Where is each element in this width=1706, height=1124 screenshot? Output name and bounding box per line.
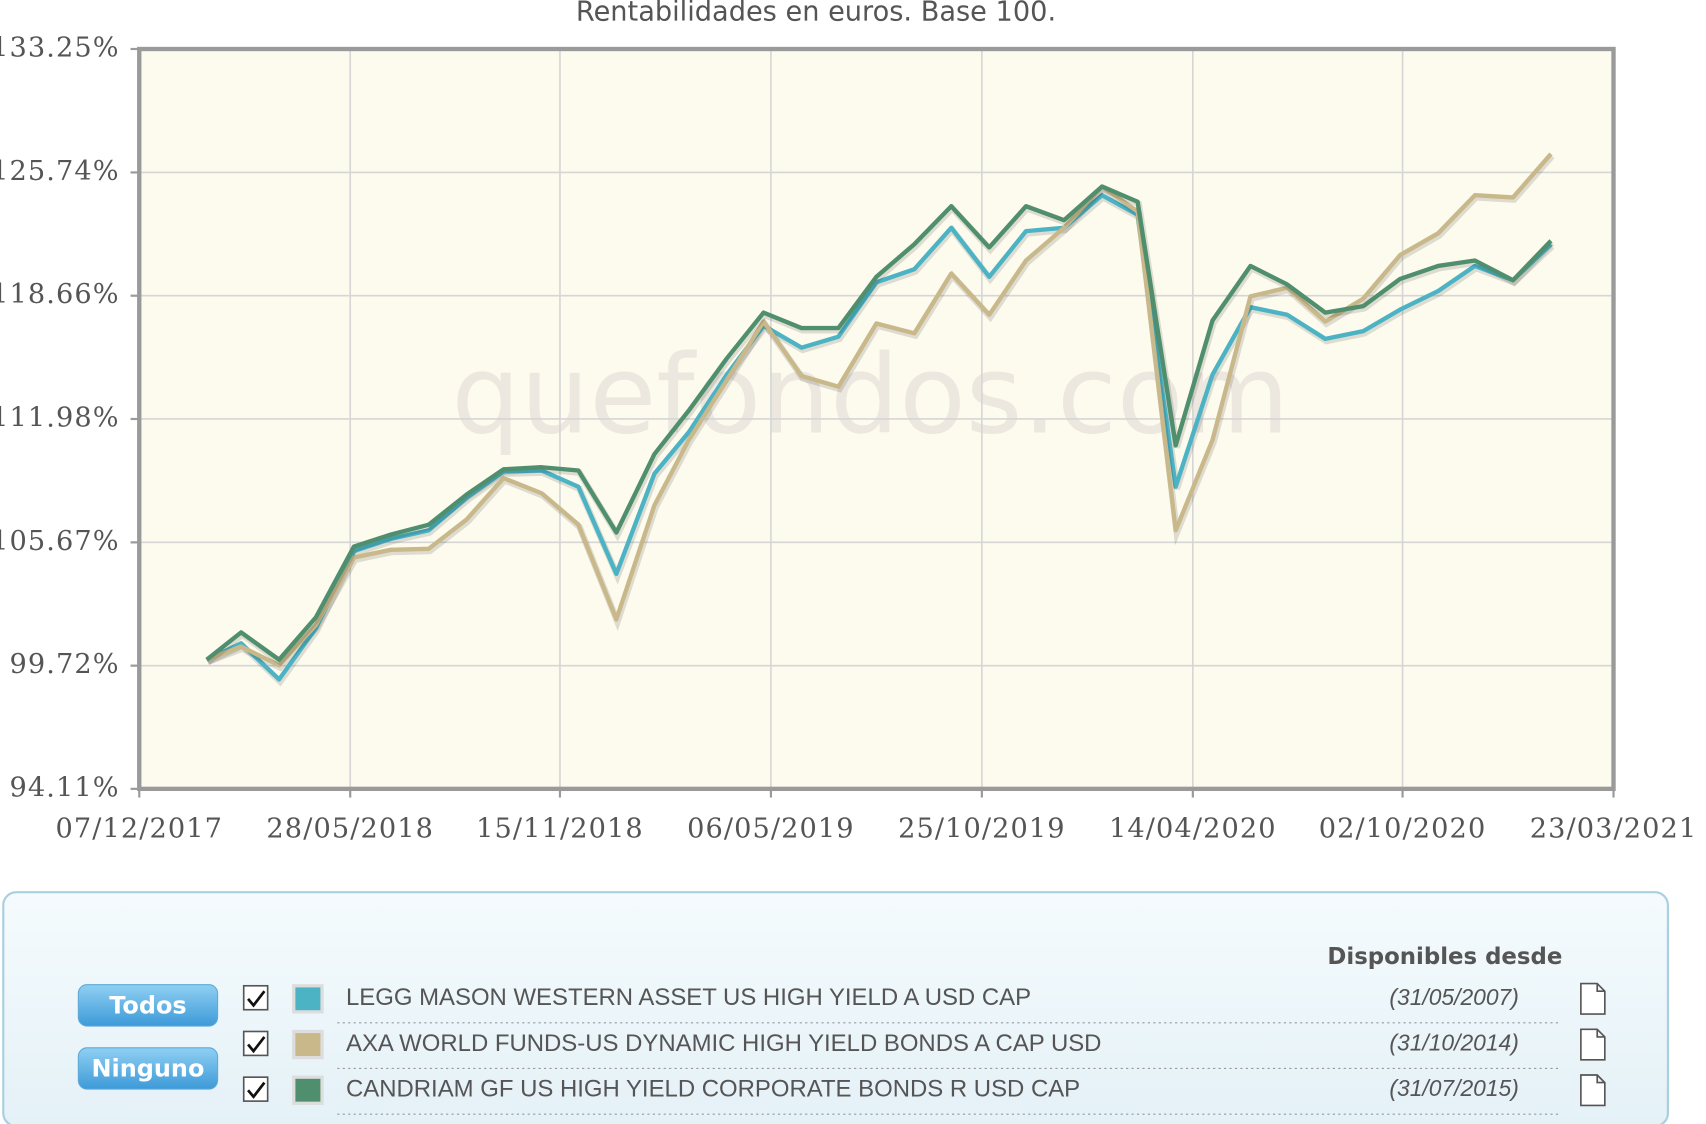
x-tick-label: 23/03/2021 — [1530, 814, 1698, 845]
y-tick-label: 133.25% — [0, 33, 120, 64]
x-tick-label: 15/11/2018 — [476, 814, 644, 845]
legend-label: LEGG MASON WESTERN ASSET US HIGH YIELD A… — [346, 984, 1031, 1011]
available-date: (31/10/2014) — [1389, 1030, 1518, 1056]
button[interactable] — [77, 984, 219, 1027]
legend-header: Disponibles desde — [1327, 944, 1562, 970]
legend-swatch — [292, 1075, 324, 1105]
available-date: (31/05/2007) — [1389, 984, 1518, 1010]
legend-label: AXA WORLD FUNDS-US DYNAMIC HIGH YIELD BO… — [346, 1030, 1101, 1057]
button-label[interactable]: Ninguno — [92, 1055, 205, 1083]
x-tick-label: 07/12/2017 — [55, 814, 223, 845]
document-icon[interactable] — [1580, 982, 1606, 1015]
y-tick-label: 105.67% — [0, 526, 120, 557]
x-tick-label: 14/04/2020 — [1109, 814, 1277, 845]
chart-title: Rentabilidades en euros. Base 100. — [576, 0, 1056, 28]
legend-swatch — [292, 1029, 324, 1060]
document-icon[interactable] — [1580, 1074, 1606, 1107]
y-tick-label: 99.72% — [9, 649, 119, 680]
button-label[interactable]: Todos — [109, 991, 186, 1019]
checkmark — [247, 1036, 266, 1054]
plot-border — [137, 46, 1616, 792]
checkbox[interactable] — [242, 1076, 269, 1102]
legend-panel — [2, 891, 1670, 1124]
x-tick-label: 06/05/2019 — [687, 814, 855, 845]
x-tick-label: 02/10/2020 — [1319, 814, 1487, 845]
watermark: quefondos.com — [451, 331, 1289, 458]
series-line — [205, 184, 1553, 662]
y-tick-label: 111.98% — [0, 402, 120, 433]
available-date: (31/07/2015) — [1389, 1075, 1518, 1101]
y-tick-label: 118.66% — [0, 279, 120, 310]
checkmark — [247, 990, 266, 1008]
checkbox[interactable] — [242, 1030, 269, 1057]
checkbox[interactable] — [242, 984, 269, 1011]
y-tick-label: 94.11% — [9, 772, 119, 803]
button[interactable] — [77, 1047, 219, 1090]
document-icon[interactable] — [1580, 1028, 1606, 1061]
y-tick-label: 125.74% — [0, 156, 120, 187]
x-tick-label: 28/05/2018 — [266, 814, 434, 845]
x-tick-label: 25/10/2019 — [898, 814, 1066, 845]
series-line — [205, 193, 1553, 682]
checkmark — [247, 1081, 266, 1099]
series-line — [205, 152, 1553, 668]
legend-swatch — [292, 984, 324, 1014]
legend-label: CANDRIAM GF US HIGH YIELD CORPORATE BOND… — [346, 1076, 1080, 1103]
